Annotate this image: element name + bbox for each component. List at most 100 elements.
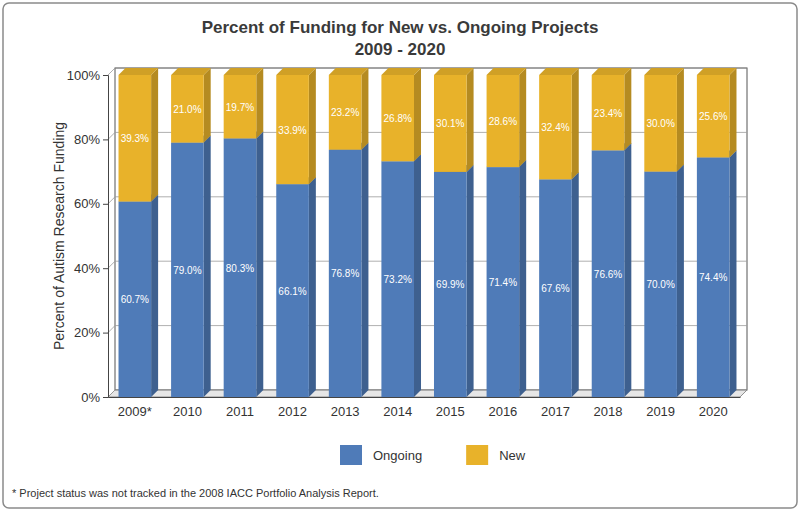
legend: Ongoing New <box>340 445 526 465</box>
y-tick-label: 60% <box>74 196 100 211</box>
bar-side <box>677 68 684 172</box>
data-label: 67.6% <box>541 283 569 294</box>
bar-side <box>572 68 579 179</box>
data-label: 23.4% <box>594 108 622 119</box>
bar-side <box>361 143 368 397</box>
bar <box>697 157 730 397</box>
y-tick-mark <box>103 139 108 140</box>
data-label: 26.8% <box>384 113 412 124</box>
data-label: 25.6% <box>699 111 727 122</box>
y-axis: 0% 20% 40% 60% 80% 100% <box>67 68 109 405</box>
bar <box>697 75 730 157</box>
data-label: 74.4% <box>699 272 727 283</box>
y-tick-label: 100% <box>67 68 101 83</box>
data-label: 76.6% <box>594 269 622 280</box>
bar-side <box>414 68 421 161</box>
bar <box>644 172 677 397</box>
legend-swatch <box>340 445 362 465</box>
x-tick: 2019 <box>646 397 675 419</box>
x-tick: 2012 <box>278 397 307 419</box>
x-tick-label: 2012 <box>278 404 307 419</box>
data-label: 30.1% <box>436 118 464 129</box>
title: Percent of Funding for New vs. Ongoing P… <box>202 18 599 37</box>
legend-swatch <box>466 445 488 465</box>
data-label: 19.7% <box>226 102 254 113</box>
bar <box>329 150 362 397</box>
x-tick-label: 2020 <box>699 404 728 419</box>
data-label: 71.4% <box>489 277 517 288</box>
data-label: 33.9% <box>278 125 306 136</box>
x-tick-label: 2013 <box>331 404 360 419</box>
bar <box>539 179 572 397</box>
y-tick: 0% <box>81 390 108 405</box>
y-tick-label: 0% <box>81 390 100 405</box>
data-label: 66.1% <box>278 286 306 297</box>
bar-side <box>309 177 316 397</box>
y-tick: 60% <box>74 196 108 211</box>
x-tick: 2016 <box>488 397 517 419</box>
bar-top <box>539 68 579 75</box>
y-tick-label: 40% <box>74 261 100 276</box>
y-tick: 100% <box>67 68 108 83</box>
bar <box>434 75 467 172</box>
bar-top <box>487 68 527 75</box>
bar-side <box>414 154 421 397</box>
x-tick: 2011 <box>226 397 254 419</box>
y-tick: 80% <box>74 132 108 147</box>
x-tick-label: 2010 <box>173 404 202 419</box>
bar <box>644 75 677 172</box>
data-label: 39.3% <box>121 133 149 144</box>
data-label: 32.4% <box>541 122 569 133</box>
bar-top <box>434 68 474 75</box>
x-tick-label: 2019 <box>646 404 675 419</box>
x-axis-line <box>109 397 741 398</box>
bar-side <box>309 68 316 184</box>
y-tick-label: 80% <box>74 132 100 147</box>
x-tick-label: 2017 <box>541 404 570 419</box>
legend-label: New <box>499 448 526 463</box>
bar <box>487 75 520 167</box>
x-tick-label: 2016 <box>488 404 517 419</box>
grid <box>108 68 747 397</box>
bar-side <box>519 68 526 167</box>
y-tick-label: 20% <box>74 325 100 340</box>
y-tick: 20% <box>74 325 108 340</box>
data-label: 60.7% <box>121 294 149 305</box>
bar-side <box>361 68 368 150</box>
x-tick-label: 2009* <box>118 404 152 419</box>
bar <box>539 75 572 179</box>
data-label: 80.3% <box>226 263 254 274</box>
bar-side <box>729 68 736 157</box>
bar <box>171 143 204 397</box>
bar <box>381 75 414 161</box>
bar-side <box>151 195 158 397</box>
bar-side <box>204 136 211 397</box>
bar <box>224 138 257 397</box>
y-tick: 40% <box>74 261 108 276</box>
bar <box>224 75 257 138</box>
bar-side <box>204 68 211 143</box>
legend-label: Ongoing <box>373 448 422 463</box>
bar-top <box>276 68 316 75</box>
bar-side <box>467 68 474 172</box>
bar <box>487 167 520 397</box>
data-label: 21.0% <box>173 104 201 115</box>
chart: Percent of Funding for New vs. Ongoing P… <box>0 0 800 511</box>
bar <box>171 75 204 143</box>
x-axis: 2009*20102011201220132014201520162017201… <box>109 397 741 419</box>
y-tick-mark <box>103 397 108 398</box>
x-tick: 2018 <box>594 397 623 419</box>
x-tick: 2020 <box>699 397 728 419</box>
bar-side <box>519 160 526 397</box>
x-tick: 2010 <box>173 397 202 419</box>
bar <box>276 75 309 184</box>
x-tick-label: 2018 <box>594 404 623 419</box>
bar <box>119 202 152 397</box>
y-tick-mark <box>103 204 108 205</box>
y-tick-mark <box>103 268 108 269</box>
bar <box>592 75 625 150</box>
bar-side <box>729 150 736 397</box>
bar-side <box>572 172 579 397</box>
y-tick-mark <box>103 75 108 76</box>
bar-side <box>467 165 474 397</box>
